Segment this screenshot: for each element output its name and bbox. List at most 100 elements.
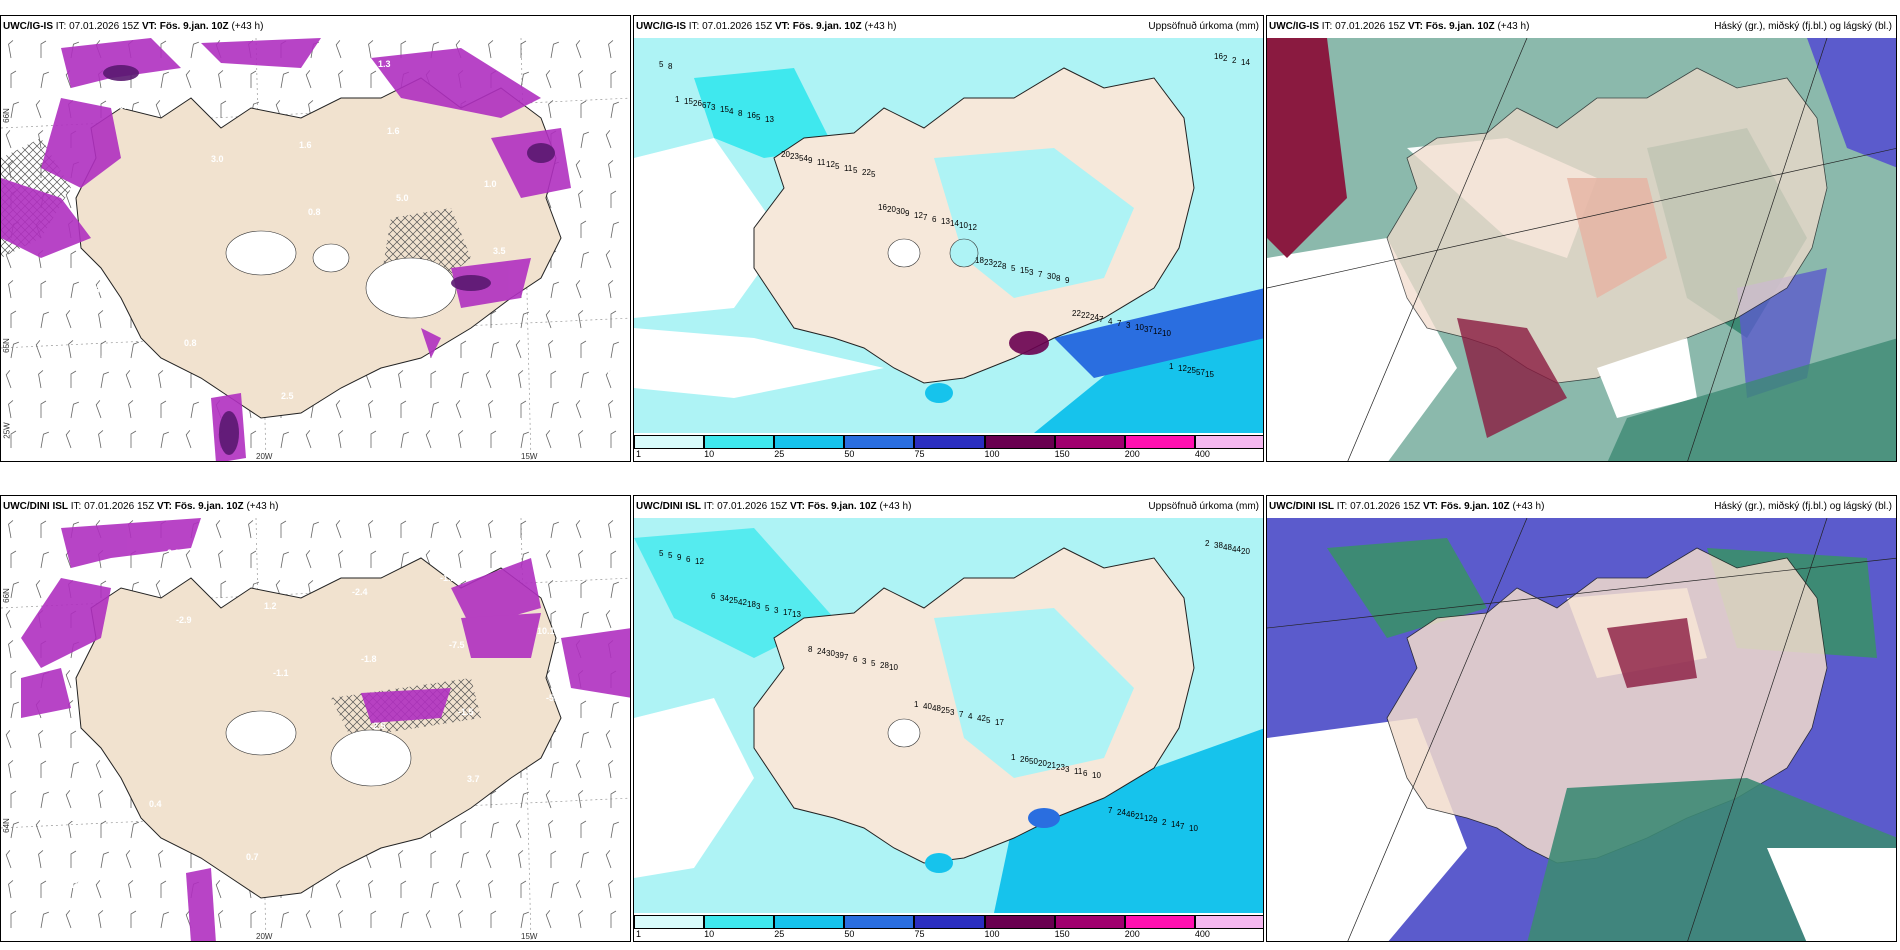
wind-barb [160,400,167,418]
wind-barb [548,580,554,599]
map-value-label: 14 [1171,820,1180,829]
map-value-label: 5 [659,60,664,69]
map-value-label: 4 [729,107,734,116]
wind-barb [610,70,617,88]
map-value-label: 5 [659,549,664,558]
wind-barb [580,851,590,869]
legend-swatch [1054,915,1125,929]
map-value-label: 23 [790,152,799,161]
wind-barb [400,40,407,58]
map-value-label: 3.7 [599,366,612,376]
wind-barb [368,40,374,59]
wind-barb [455,880,462,899]
lat-label-bottom: 64N [1,818,11,833]
wind-barb [610,550,617,568]
map-value-label: 18 [747,600,756,609]
wind-barb [280,431,290,449]
wind-barb [608,40,614,59]
map-value-label: 3 [711,103,716,112]
map-value-label: 6 [1083,769,1088,778]
map-value-label: 12 [1178,364,1187,373]
legend-label: 100 [984,449,1000,459]
wind-barb [8,880,14,899]
wind-barb [430,370,437,388]
map-value-label: 6 [932,215,937,224]
valid-time: VT: Fös. 9.jan. 10Z [774,21,862,32]
map-value-label: 30 [826,649,835,658]
map-value-label: 1 [675,95,680,104]
wind-barb [40,911,50,929]
map-value-label: 8 [1002,262,1007,271]
wind-barb [575,400,582,419]
wind-barb [575,520,582,539]
wind-barb [95,880,102,899]
wind-barb [40,71,50,89]
wind-barb [575,880,582,899]
panel-dini-accum-precip: UWC/DINI ISL IT: 07.01.2026 15Z VT: Fös.… [633,495,1264,942]
wind-barb [305,910,312,929]
map-value-label: 3.5 [493,246,506,256]
wind-barb [608,880,614,899]
map-value-label: 5 [835,162,840,171]
legend-swatch [1054,435,1125,449]
wind-barb [398,370,404,389]
panel-igis-accum-precip: UWC/IG-IS IT: 07.01.2026 15Z VT: Fös. 9.… [633,15,1264,462]
map-value-label: 22 [862,168,871,177]
map-value-label: 1.2 [290,73,303,83]
map-value-label: 1.4 [193,405,206,415]
wind-barb [5,850,12,869]
wind-barb [400,400,407,418]
wind-barb [430,881,440,899]
wind-barb [578,70,584,89]
wind-barb [68,340,74,359]
wind-barb [280,520,287,538]
map-value-label: 37 [1144,325,1153,334]
map-value-label: 11 [817,158,826,167]
wind-barb [38,730,44,749]
legend-label: 50 [844,929,855,939]
wind-barb [220,100,227,118]
legend-swatch [774,435,845,449]
init-time: IT: 07.01.2026 15Z [688,21,773,32]
wind-barb [578,430,584,449]
wind-barb [545,70,552,89]
wind-barb [250,70,257,88]
lead-time: (+43 h) [1512,501,1545,512]
map-value-label: 1.2 [61,813,74,823]
map-value-label: 6.0 [564,827,577,837]
map-value-label: 5 [765,604,770,613]
map-value-label: 2.9 [158,866,171,876]
wind-barb [155,100,162,119]
wind-barb [65,670,72,689]
wind-barb [430,850,437,868]
lead-time: (+43 h) [231,21,264,32]
precip-legend: 1 10 25 50 75 100 150 200 400 [634,431,1263,461]
legend-label: 1 [636,449,642,459]
wind-barb [10,910,17,928]
wind-barb [158,370,164,389]
map-value-label: 30 [896,207,905,216]
map-value-label: -7.5 [449,640,465,650]
map-value-label: 48 [1223,543,1232,552]
wind-barb [280,71,290,89]
wind-barb [160,431,170,449]
map-value-label: 2 [1223,54,1228,63]
map-value-label: 8 [808,645,813,654]
wind-barb [368,520,374,539]
wind-barb [130,821,140,839]
legend-label: 150 [1054,449,1070,459]
init-time: IT: 07.01.2026 15Z [70,501,155,512]
map-value-label: 15 [1020,266,1029,275]
map-value-label: 3 [1126,321,1131,330]
map-value-label: 1.3 [378,59,391,69]
map-value-label: -2.5 [370,721,386,731]
map-value-label: 40 [923,702,932,711]
wind-barb [398,850,404,869]
legend-label: 1 [636,929,642,939]
map-value-label: 10.1 [96,352,114,362]
map-value-label: 0.4 [149,799,162,809]
map-value-label: 30 [1047,272,1056,281]
wind-barb [155,580,162,599]
map-value-label: 20 [887,205,896,214]
map-value-label: 3 [862,657,867,666]
